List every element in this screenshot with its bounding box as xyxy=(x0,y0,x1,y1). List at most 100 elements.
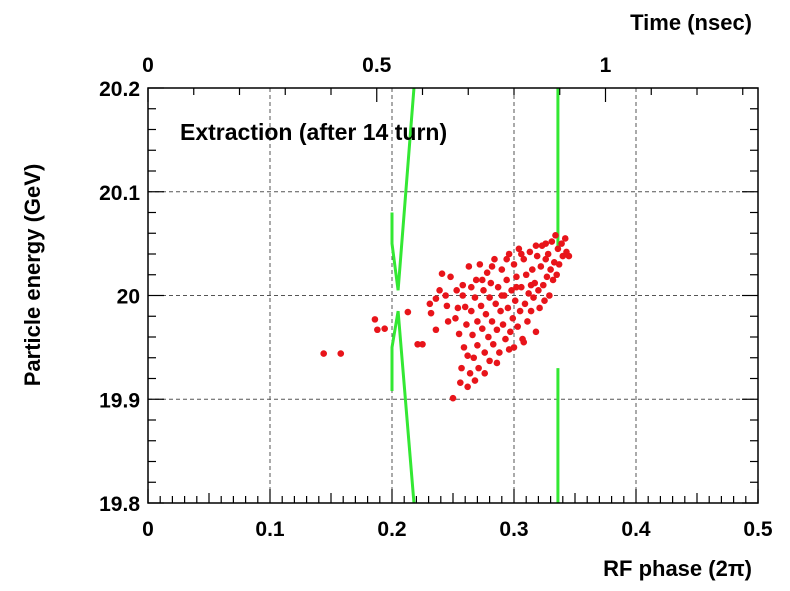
data-point xyxy=(436,287,443,294)
data-point xyxy=(518,283,525,291)
data-point xyxy=(526,248,534,256)
data-point xyxy=(475,364,482,372)
y-tick-label: 19.9 xyxy=(99,389,140,412)
data-point xyxy=(471,377,479,384)
data-point xyxy=(503,276,510,284)
data-point xyxy=(472,276,480,284)
data-point xyxy=(477,302,485,310)
data-point xyxy=(508,287,515,294)
x-tick-label: 0.5 xyxy=(743,518,773,541)
data-point xyxy=(503,255,510,263)
data-point xyxy=(461,303,469,311)
data-point xyxy=(527,281,535,289)
data-point xyxy=(544,250,552,258)
data-point xyxy=(432,326,440,334)
x-axis-label: RF phase (2π) xyxy=(603,556,752,581)
data-point xyxy=(505,346,513,353)
data-point xyxy=(381,325,388,333)
y-axis-label: Particle energy (GeV) xyxy=(20,164,45,387)
data-point xyxy=(548,238,556,245)
y-tick-label: 19.8 xyxy=(99,493,140,516)
data-point xyxy=(447,273,454,281)
data-point xyxy=(542,240,550,247)
data-point xyxy=(468,283,475,291)
data-point xyxy=(492,300,500,308)
data-point xyxy=(561,235,569,242)
data-point xyxy=(536,304,543,312)
data-point xyxy=(454,304,462,312)
data-point xyxy=(542,255,550,263)
data-point xyxy=(464,383,471,391)
data-point xyxy=(485,333,492,341)
data-point xyxy=(498,266,506,273)
data-point xyxy=(414,340,421,348)
data-point xyxy=(552,232,559,239)
x-tick-label: 0.3 xyxy=(499,518,528,541)
data-point xyxy=(515,245,523,253)
data-point xyxy=(458,364,465,372)
data-point xyxy=(491,255,498,263)
data-point xyxy=(478,325,486,333)
data-point xyxy=(520,338,528,346)
data-point xyxy=(464,352,471,359)
separatrix-line xyxy=(390,310,416,504)
data-point xyxy=(453,287,460,294)
data-point xyxy=(541,297,548,304)
data-point xyxy=(486,294,493,301)
data-point xyxy=(532,328,540,336)
data-point xyxy=(502,335,509,343)
data-point xyxy=(487,279,495,287)
data-point xyxy=(522,271,530,279)
data-point xyxy=(371,316,379,323)
data-point xyxy=(499,321,507,328)
y-tick-label: 20.2 xyxy=(99,78,140,101)
top-tick-label: 0 xyxy=(142,54,154,77)
data-point xyxy=(494,283,502,291)
chart-title: Extraction (after 14 turn) xyxy=(180,119,447,145)
data-point xyxy=(527,307,535,315)
data-point xyxy=(480,287,487,294)
data-point xyxy=(513,283,520,291)
data-point xyxy=(493,326,501,334)
data-point xyxy=(460,344,468,351)
data-point xyxy=(438,270,446,278)
data-point xyxy=(432,295,440,302)
data-point xyxy=(510,261,518,268)
y-tick-label: 20.1 xyxy=(99,182,140,205)
data-point xyxy=(449,394,457,402)
data-point xyxy=(469,331,476,339)
data-point xyxy=(455,330,463,338)
axis-ticks xyxy=(147,87,759,504)
top-axis-label: Time (nsec) xyxy=(630,10,752,35)
data-point xyxy=(504,304,512,312)
data-point xyxy=(459,281,467,289)
data-point xyxy=(507,328,514,336)
data-point xyxy=(521,300,529,308)
data-point xyxy=(426,300,434,308)
data-point xyxy=(474,318,481,325)
data-point xyxy=(481,370,489,377)
data-point xyxy=(553,271,560,279)
data-point xyxy=(404,308,412,316)
data-point xyxy=(442,292,449,299)
separatrix-curves xyxy=(390,87,560,504)
data-point xyxy=(459,292,467,299)
data-point xyxy=(498,292,506,299)
data-point xyxy=(537,263,545,270)
data-point xyxy=(524,318,531,325)
data-point xyxy=(516,307,524,315)
data-point xyxy=(518,250,525,258)
data-point xyxy=(565,252,573,260)
data-point xyxy=(483,269,491,276)
data-point xyxy=(474,342,481,349)
data-point xyxy=(489,340,497,348)
data-point xyxy=(374,326,381,334)
x-tick-label: 0.4 xyxy=(621,518,651,541)
data-point xyxy=(529,266,536,273)
data-point xyxy=(457,379,464,386)
data-point xyxy=(509,315,517,322)
data-point xyxy=(481,349,489,356)
data-point xyxy=(470,354,478,362)
data-point xyxy=(463,321,470,328)
